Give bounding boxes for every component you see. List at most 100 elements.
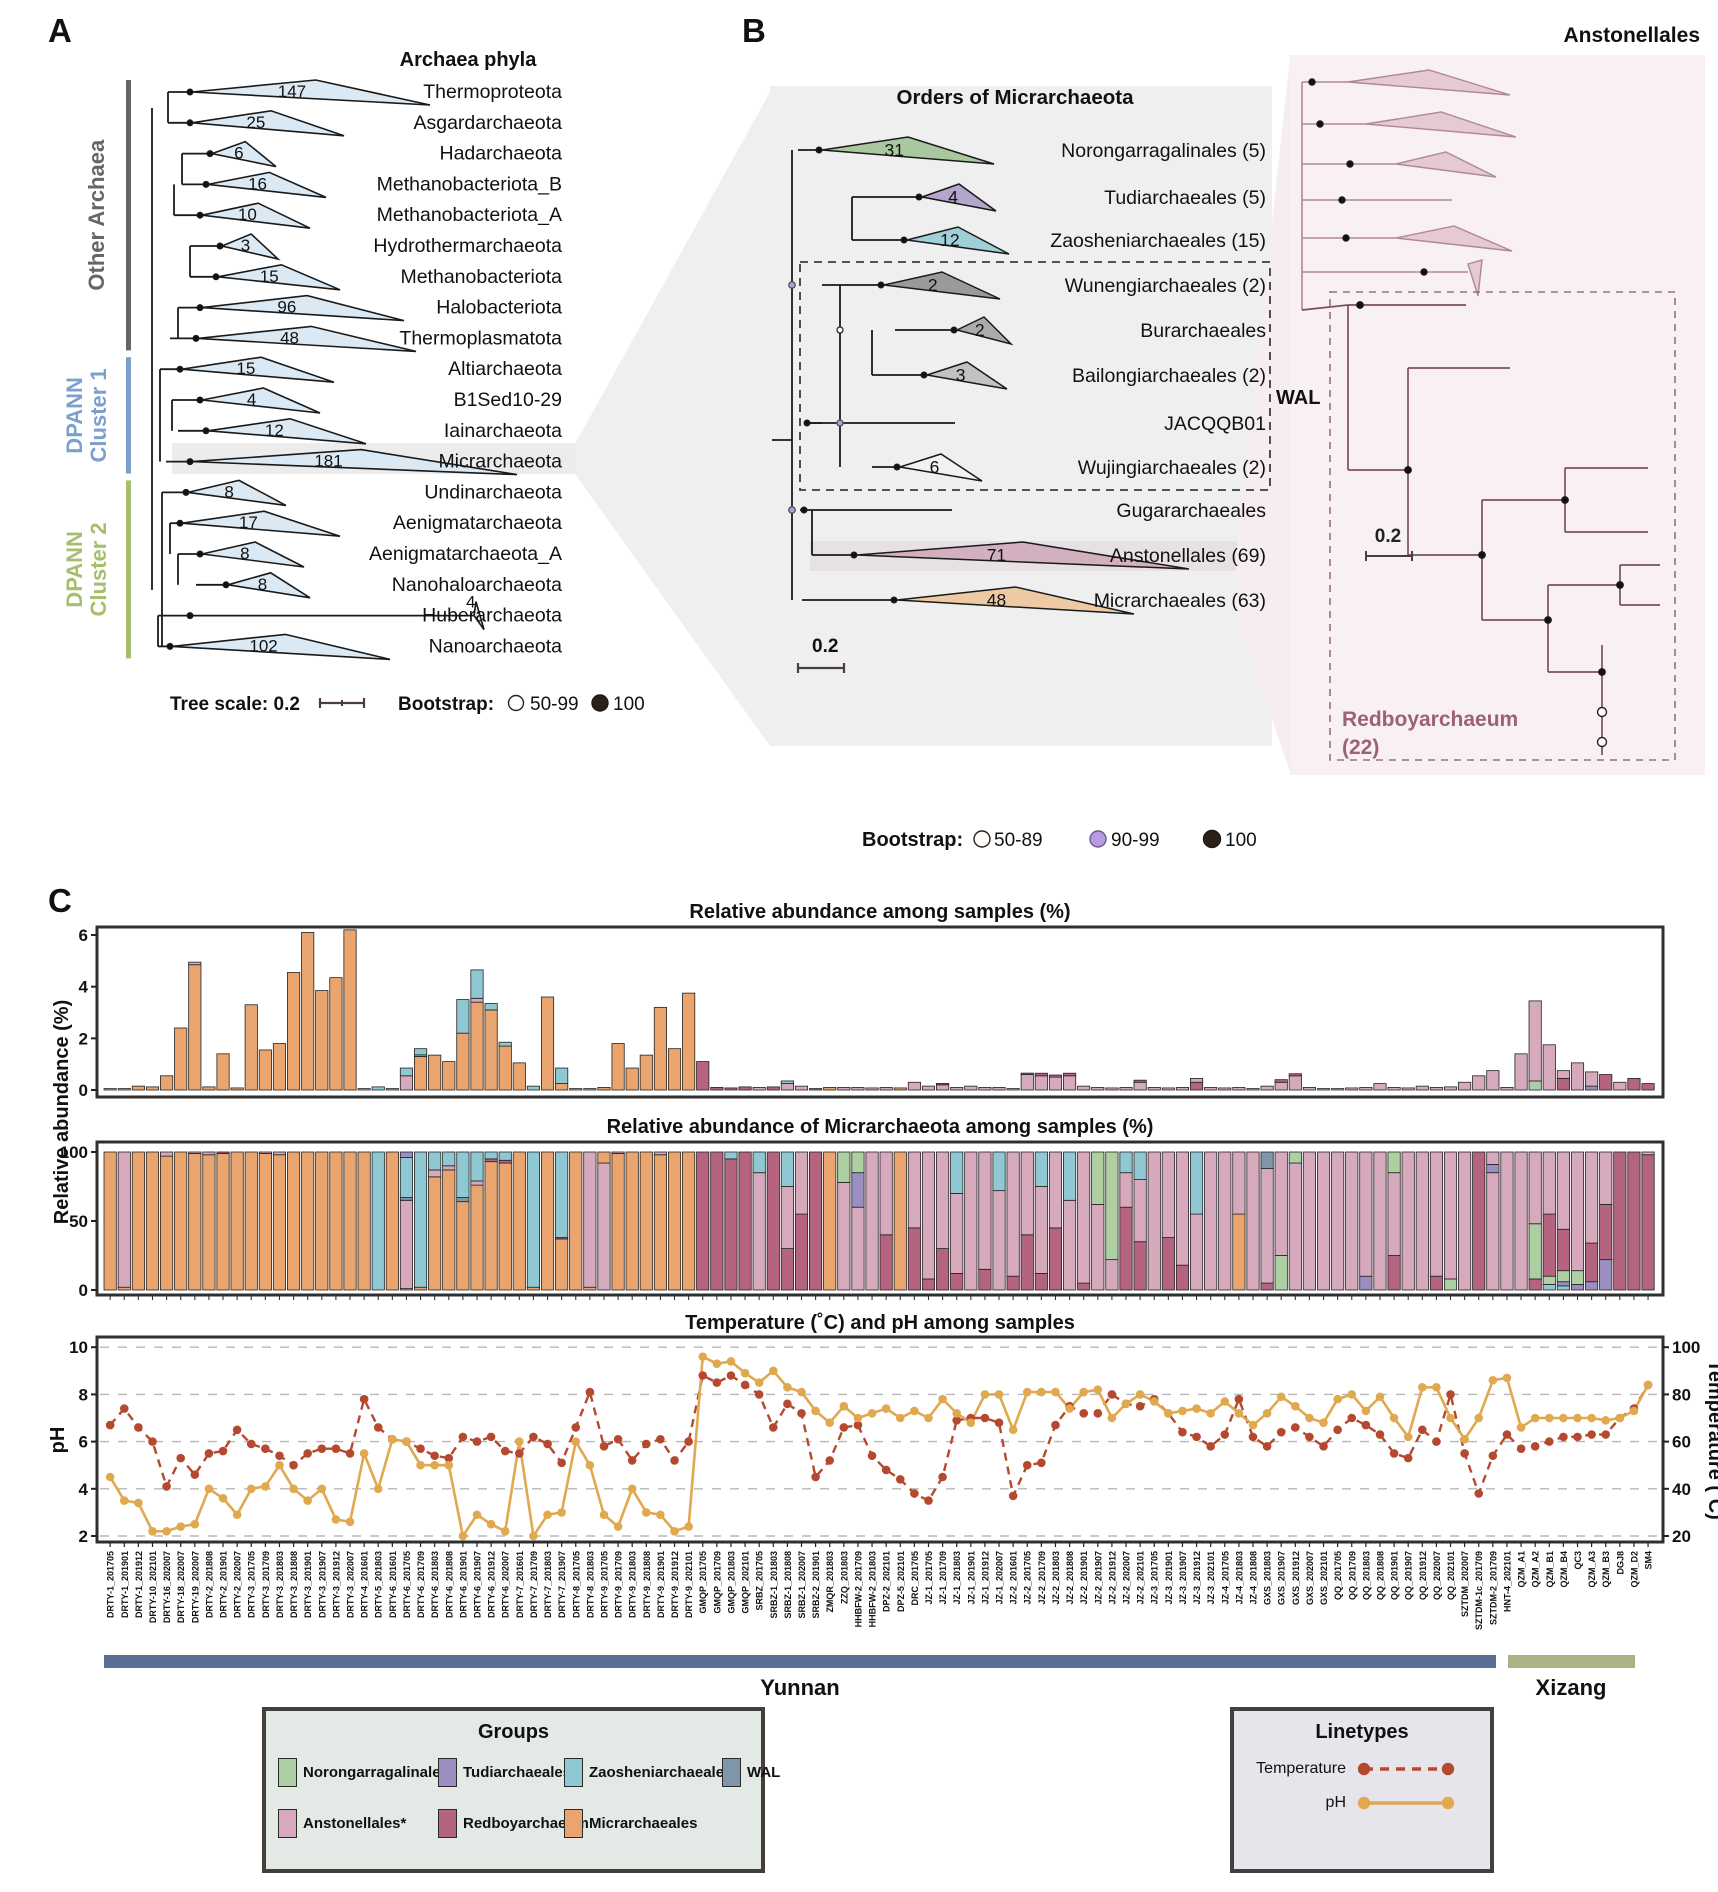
clade-count: 2 (928, 275, 938, 295)
collapsed-clade-triangle (171, 633, 391, 661)
abundance-bar-segment (1006, 1088, 1020, 1091)
legend-item-label: Norongarragalinales (303, 1764, 449, 1781)
ph-point (119, 1496, 129, 1505)
abundance-bar-segment (343, 929, 357, 1091)
ph-point (1305, 1413, 1314, 1423)
composition-bar-segment (1443, 1151, 1458, 1280)
composition-bar-segment (1175, 1151, 1189, 1266)
composition-bar-segment (1246, 1151, 1260, 1291)
temperature-point (1206, 1442, 1215, 1451)
composition-bar-segment (1331, 1151, 1345, 1291)
abundance-bar-segment (484, 1009, 498, 1091)
bootstrap-node-icon (196, 211, 204, 219)
collapsed-clade-triangle (207, 171, 327, 199)
composition-bar-segment (1528, 1151, 1542, 1225)
collapsed-clade-triangle (201, 387, 321, 414)
x-tick-label: DRTY-4_201601 (360, 1551, 370, 1618)
ph-point (910, 1406, 919, 1416)
x-tick-label: JZ-3_201907 (1178, 1551, 1188, 1605)
clade-name: Hadarchaeota (439, 143, 562, 165)
groups-legend: Groups Norongarragalinales Tudiarchaeales… (262, 1707, 780, 1873)
groups-legend-items: Norongarragalinales Tudiarchaeales Zaoshen… (266, 1744, 780, 1838)
x-tick-label: HHBFW-2_201709 (853, 1551, 863, 1627)
temperature-point (515, 1449, 524, 1458)
composition-bar-segment (1147, 1151, 1161, 1291)
bootstrap-node-icon (1544, 616, 1552, 624)
composition-bar-segment (555, 1151, 569, 1238)
x-tick-label: DRTY-3_201803 (275, 1551, 285, 1618)
temperature-point (162, 1482, 171, 1491)
clade-name: Zaosheniarchaeales (15) (1050, 230, 1266, 252)
composition-bar-segment (357, 1151, 371, 1291)
x-tick-label: SZTDM_202007 (1460, 1551, 1470, 1617)
x-tick-label: DRTY-9_201709 (614, 1551, 624, 1618)
abundance-bar-segment (766, 1086, 780, 1091)
composition-bar-segment (1599, 1259, 1613, 1291)
abundance-bar-segment (992, 1087, 1006, 1091)
x-tick-label: DRTY-5_201803 (374, 1551, 384, 1618)
collapsed-clade-triangle (883, 271, 1001, 300)
temperature-point (980, 1413, 990, 1423)
bootstrap-node-icon (900, 236, 908, 244)
composition-bar-segment (442, 1165, 456, 1171)
collapsed-clade-triangle (209, 140, 277, 168)
ph-point (726, 1357, 736, 1366)
x-tick-label: JZ-3_201912 (1192, 1551, 1202, 1605)
composition-bar-segment (1175, 1264, 1189, 1291)
composition-bar-segment (526, 1286, 540, 1291)
bootstrap-node-icon (850, 551, 858, 559)
panel-b-label: B (742, 12, 766, 49)
abundance-bar-segment (413, 1048, 428, 1056)
ph-point (1262, 1408, 1272, 1418)
composition-bar-segment (1161, 1237, 1175, 1291)
x-tick-label: DRTY-8_201803 (585, 1551, 595, 1618)
composition-bar-segment (103, 1151, 117, 1291)
composition-bar-segment (865, 1151, 879, 1291)
ph-point (1488, 1375, 1498, 1385)
bootstrap-node-icon (973, 830, 991, 848)
x-tick-label: QZM_B4 (1559, 1551, 1569, 1588)
x-tick-label: JZ-2_201907 (1093, 1551, 1103, 1605)
legend-item-label: Tudiarchaeales (463, 1764, 572, 1781)
abundance-bar-segment (1528, 1080, 1542, 1091)
ph-point (994, 1390, 1004, 1399)
abundance-bar-segment (399, 1067, 414, 1077)
ph-legend-label: pH (1325, 1794, 1346, 1811)
panel-c-charts: Relative abundance among samples (%) Rela… (47, 901, 1718, 1700)
clade-count: 31 (885, 140, 904, 160)
temperature-point (754, 1390, 764, 1399)
temperature-point (416, 1444, 425, 1453)
clade-name: Halobacteriota (436, 297, 562, 319)
ph-point (1107, 1413, 1117, 1423)
x-tick-label: JZ-2_201601 (1009, 1551, 1019, 1605)
x-tick-label: DRTY-9_201803 (628, 1551, 638, 1618)
composition-bar-segment (1486, 1151, 1500, 1165)
temperature-line-sample-icon (1357, 1762, 1455, 1776)
ph-point (1121, 1399, 1131, 1409)
x-tick-label: DRTY-3_201705 (247, 1551, 257, 1618)
clade-count: 102 (249, 636, 277, 655)
composition-bar-segment (907, 1227, 921, 1291)
composition-bar-segment (1020, 1234, 1034, 1291)
temperature-point (783, 1399, 792, 1409)
temperature-point (105, 1420, 115, 1430)
composition-bar-segment (230, 1151, 244, 1291)
ph-point (938, 1394, 947, 1404)
ph-point (1178, 1406, 1187, 1416)
composition-bar-segment (1204, 1151, 1218, 1291)
ph-point (1319, 1418, 1328, 1428)
x-tick-label: SRBZ-1_201808 (783, 1551, 793, 1619)
bootstrap-node-icon (1356, 301, 1364, 309)
abundance-bar-segment (456, 1032, 470, 1091)
x-tick-label: DRTY-16_202007 (162, 1551, 172, 1623)
abundance-bar-segment (1316, 1088, 1331, 1091)
composition-bar-segment (498, 1151, 512, 1161)
abundance-bar-segment (258, 1049, 272, 1091)
ph-point (1516, 1423, 1526, 1432)
composition-bar-segment (202, 1154, 216, 1291)
clade-name: Wujingiarchaeales (2) (1078, 457, 1266, 479)
group-bracket-label: DPANN (62, 531, 87, 608)
abundance-bar-segment (202, 1086, 216, 1091)
bootstrap-node-icon (788, 281, 796, 289)
group-bracket-label: Other Archaea (84, 139, 109, 291)
